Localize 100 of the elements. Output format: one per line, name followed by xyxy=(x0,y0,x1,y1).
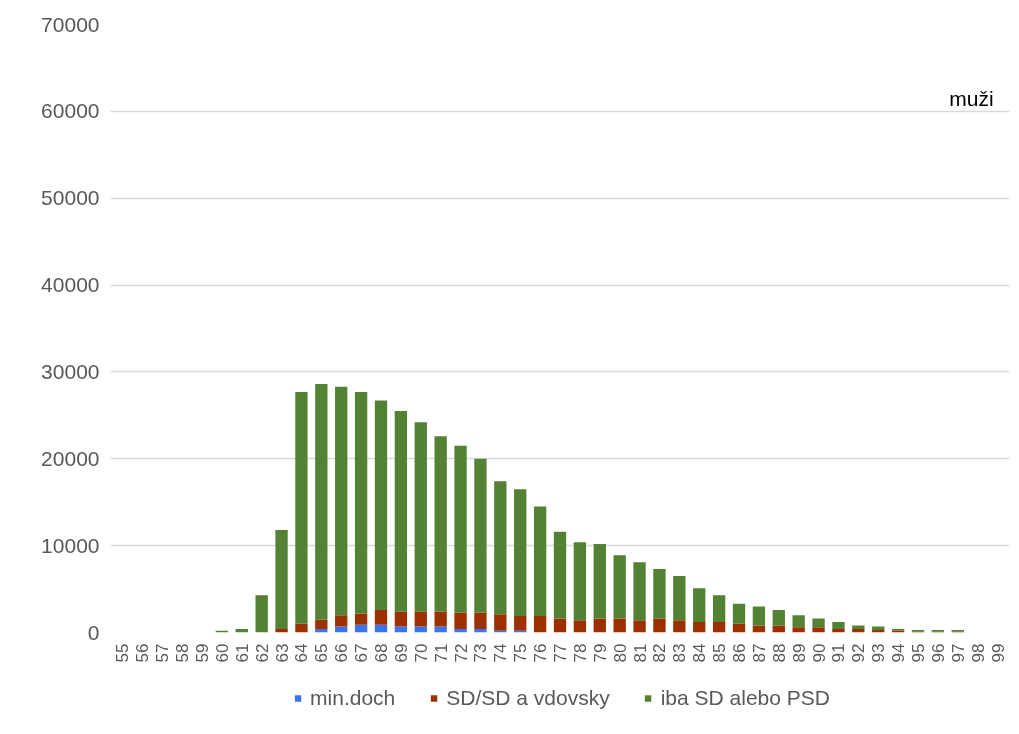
x-tick-label: 63 xyxy=(272,643,292,663)
x-tick-label: 75 xyxy=(511,643,531,663)
bar xyxy=(732,623,746,633)
bar xyxy=(494,481,507,615)
x-tick-label: 88 xyxy=(769,643,789,663)
bar xyxy=(354,391,368,614)
x-tick-label: 67 xyxy=(352,643,372,663)
x-tick-label: 86 xyxy=(730,643,749,663)
bar xyxy=(255,595,268,633)
x-tick-label: 57 xyxy=(153,643,173,663)
bar xyxy=(812,618,825,628)
bar xyxy=(434,436,447,612)
bar xyxy=(275,629,288,633)
x-tick-label: 74 xyxy=(491,643,511,663)
bar xyxy=(653,569,666,619)
y-tick-label: 70000 xyxy=(41,12,100,36)
legend-label: min.doch xyxy=(310,685,396,710)
bar xyxy=(633,562,646,621)
x-tick-label: 91 xyxy=(829,643,849,663)
x-tick-label: 76 xyxy=(531,643,551,663)
x-tick-label: 90 xyxy=(809,643,829,663)
x-tick-label: 85 xyxy=(710,643,730,663)
bar xyxy=(295,623,308,633)
x-tick-label: 64 xyxy=(292,643,312,663)
x-tick-label: 95 xyxy=(909,643,929,663)
x-tick-label: 59 xyxy=(192,643,212,663)
bar xyxy=(812,627,825,633)
x-tick-label: 60 xyxy=(212,643,232,663)
y-tick-label: 60000 xyxy=(41,99,100,123)
y-tick-label: 0 xyxy=(87,620,100,644)
x-tick-label: 73 xyxy=(471,643,491,663)
bar xyxy=(792,627,805,633)
y-tick-label: 40000 xyxy=(41,273,100,297)
bar xyxy=(852,629,865,633)
x-tick-label: 81 xyxy=(630,643,650,663)
x-tick-label: 92 xyxy=(849,643,869,663)
y-tick-label: 20000 xyxy=(41,446,100,470)
x-tick-label: 62 xyxy=(252,643,272,663)
bar xyxy=(494,614,507,631)
x-tick-label: 99 xyxy=(988,643,1008,663)
y-tick-label: 50000 xyxy=(41,186,100,210)
x-tick-label: 98 xyxy=(968,643,988,663)
bar xyxy=(394,411,408,612)
x-tick-label: 56 xyxy=(133,643,153,663)
bar xyxy=(434,611,447,627)
bar xyxy=(454,445,467,613)
bar xyxy=(613,555,626,619)
bar xyxy=(315,384,328,620)
x-tick-label: 61 xyxy=(232,643,252,663)
bar xyxy=(752,606,766,626)
x-tick-label: 82 xyxy=(650,643,670,663)
x-tick-label: 55 xyxy=(113,643,133,663)
bar xyxy=(772,609,785,626)
legend-label: iba SD alebo PSD xyxy=(660,685,830,710)
bar xyxy=(474,458,487,613)
x-tick-label: 94 xyxy=(889,643,909,663)
bar xyxy=(573,620,587,633)
bar xyxy=(394,611,408,627)
bar xyxy=(454,612,467,630)
x-tick-label: 96 xyxy=(928,643,948,663)
x-tick-label: 83 xyxy=(670,643,690,663)
annotation: muži xyxy=(949,86,994,110)
x-tick-label: 79 xyxy=(590,643,610,663)
x-tick-label: 72 xyxy=(451,643,471,663)
bar xyxy=(712,595,726,623)
bar xyxy=(434,626,447,633)
x-tick-label: 58 xyxy=(173,643,193,663)
bar xyxy=(335,626,348,633)
x-tick-label: 89 xyxy=(789,643,809,663)
bar xyxy=(275,530,288,630)
bar xyxy=(514,616,527,631)
x-tick-label: 65 xyxy=(312,643,332,663)
bar xyxy=(693,588,706,623)
bar xyxy=(474,629,487,633)
x-tick-label: 80 xyxy=(610,643,630,663)
bar xyxy=(832,629,845,633)
bar xyxy=(414,626,427,633)
bar xyxy=(394,626,408,633)
x-tick-label: 87 xyxy=(749,643,769,663)
bar xyxy=(295,391,308,624)
bar xyxy=(653,618,666,633)
bar xyxy=(613,618,626,633)
legend-label: SD/SD a vdovsky xyxy=(446,685,610,710)
y-tick-label: 10000 xyxy=(41,533,100,557)
bar xyxy=(633,620,646,633)
bar xyxy=(533,506,547,616)
x-tick-label: 77 xyxy=(551,643,570,663)
bar xyxy=(553,618,567,633)
x-tick-label: 84 xyxy=(690,643,710,663)
bar xyxy=(832,622,845,630)
bar xyxy=(593,543,606,619)
bar xyxy=(454,629,467,633)
bar xyxy=(335,386,348,616)
x-tick-label: 66 xyxy=(332,643,352,663)
x-tick-label: 93 xyxy=(869,643,889,663)
bar xyxy=(732,603,746,624)
x-tick-label: 71 xyxy=(431,643,451,663)
x-tick-label: 68 xyxy=(372,643,391,663)
bar xyxy=(335,615,348,627)
x-tick-label: 69 xyxy=(391,643,411,663)
